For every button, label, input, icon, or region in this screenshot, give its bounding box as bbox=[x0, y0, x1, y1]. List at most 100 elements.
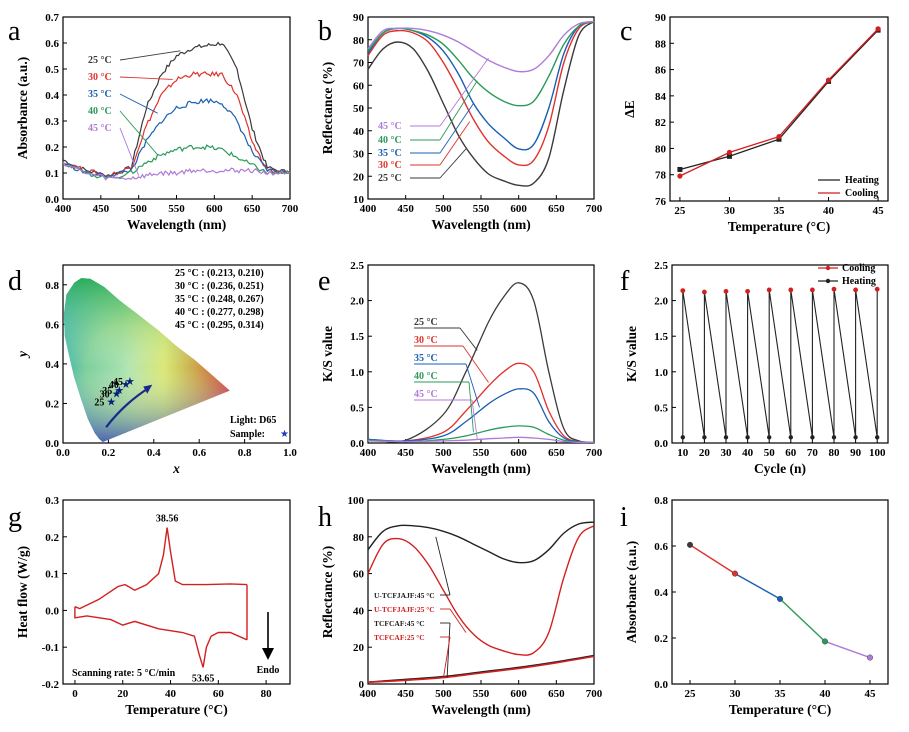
endo-label: Endo bbox=[257, 665, 280, 676]
y-tick-label: 0.1 bbox=[45, 569, 59, 581]
peak-label-endo: 53.65 bbox=[192, 673, 215, 684]
x-tick-label: 500 bbox=[130, 203, 147, 215]
x-tick-label: 25 bbox=[674, 205, 686, 217]
legend-entry: Heating bbox=[842, 276, 876, 287]
x-axis-label: Temperature (°C) bbox=[125, 702, 228, 717]
x-tick-label: 700 bbox=[282, 203, 299, 215]
sample-star-marker: ★ bbox=[106, 396, 116, 408]
y-tick-label: 1.0 bbox=[350, 367, 364, 379]
panel-label-b: b bbox=[318, 16, 332, 47]
cooling-point bbox=[745, 288, 750, 294]
panel-label-d: d bbox=[8, 266, 22, 297]
x-tick-label: 0 bbox=[72, 688, 78, 700]
sample-star-marker: ★ bbox=[121, 379, 131, 391]
x-tick-label: 650 bbox=[244, 203, 261, 215]
annotation-arrow bbox=[442, 636, 451, 679]
annotation-arrow bbox=[435, 536, 451, 596]
x-tick-label: 45 bbox=[865, 688, 877, 700]
x-tick-label: 35 bbox=[774, 205, 786, 217]
point-label: 40 bbox=[109, 380, 119, 391]
annotation-arrow bbox=[468, 381, 474, 433]
heating-point bbox=[853, 435, 858, 440]
series-annotation: 35 °C bbox=[414, 353, 438, 364]
y-tick-label: 86 bbox=[655, 65, 667, 77]
x-tick-label: 0.6 bbox=[192, 447, 206, 459]
series-annotation: 35 °C bbox=[88, 89, 112, 100]
series-annotation: TCFCAF:45 °C bbox=[374, 619, 425, 628]
panel-label-g: g bbox=[8, 502, 22, 533]
legend-entry: Heating bbox=[845, 175, 879, 186]
x-tick-label: 40 bbox=[165, 688, 177, 700]
coordinate-entry: 30 °C : (0.236, 0.251) bbox=[175, 281, 264, 292]
y-tick-label: 0.2 bbox=[45, 142, 59, 154]
x-tick-label: 400 bbox=[55, 203, 72, 215]
annotation-arrow bbox=[439, 121, 471, 166]
x-tick-label: 400 bbox=[360, 447, 377, 459]
y-tick-label: 20 bbox=[353, 642, 365, 654]
series-segment bbox=[689, 544, 736, 575]
series-annotation: 40 °C bbox=[88, 106, 112, 117]
plot-frame bbox=[671, 264, 889, 444]
y-tick-label: 40 bbox=[353, 605, 365, 617]
data-point bbox=[822, 638, 829, 645]
endo-arrow-head bbox=[262, 648, 274, 660]
y-tick-label: 0.1 bbox=[45, 168, 59, 180]
x-tick-label: 80 bbox=[829, 447, 841, 459]
x-tick-label: 600 bbox=[206, 203, 223, 215]
light-source-label: Light: D65 bbox=[230, 415, 276, 426]
dsc-cooling-curve bbox=[74, 606, 248, 668]
x-axis-label: Temperature (°C) bbox=[728, 219, 831, 234]
y-tick-label: 0.0 bbox=[45, 194, 59, 206]
y-tick-label: 0.8 bbox=[654, 495, 668, 507]
y-tick-label: 76 bbox=[655, 196, 667, 208]
x-tick-label: 0.4 bbox=[147, 447, 161, 459]
series-annotation: 45 °C bbox=[88, 123, 112, 134]
x-tick-label: 700 bbox=[586, 688, 603, 700]
annotation-arrow bbox=[119, 93, 158, 114]
series-line-45c bbox=[367, 436, 595, 443]
x-tick-label: 45 bbox=[873, 205, 885, 217]
panel-label-c: c bbox=[620, 16, 632, 47]
cooling-point bbox=[702, 289, 707, 295]
x-tick-label: 500 bbox=[435, 447, 452, 459]
data-point bbox=[776, 134, 782, 140]
annotation-arrow bbox=[471, 399, 478, 439]
y-tick-label: 0.3 bbox=[45, 116, 59, 128]
panel-f: f 10 20 30 40 50 60 70 80 90 100 0.0 0.5 1.0 1.5 2.0 2.5… bbox=[620, 260, 889, 476]
trend-arrow-head bbox=[143, 384, 153, 394]
x-tick-label: 450 bbox=[397, 447, 414, 459]
x-tick-label: 40 bbox=[823, 205, 835, 217]
series-annotation: 45 °C bbox=[414, 389, 438, 400]
heating-point bbox=[875, 435, 880, 440]
y-tick-label: 78 bbox=[655, 170, 667, 182]
series-segment bbox=[824, 640, 871, 659]
heating-point bbox=[767, 435, 772, 440]
y-tick-label: -0.2 bbox=[42, 679, 60, 691]
plot-frame bbox=[669, 16, 889, 202]
y-tick-label: 70 bbox=[353, 58, 365, 70]
data-point bbox=[776, 136, 782, 142]
x-tick-label: 20 bbox=[117, 688, 129, 700]
series-annotation: 25 °C bbox=[414, 317, 438, 328]
panel-label-f: f bbox=[620, 266, 630, 297]
x-tick-label: 60 bbox=[785, 447, 797, 459]
cycle-line bbox=[682, 289, 878, 438]
x-tick-label: 500 bbox=[435, 688, 452, 700]
y-tick-label: 82 bbox=[655, 117, 667, 129]
y-tick-label: 0.0 bbox=[45, 605, 59, 617]
series-line-2 bbox=[367, 654, 595, 683]
cooling-point bbox=[788, 287, 794, 293]
x-tick-label: 400 bbox=[360, 688, 377, 700]
y-tick-label: 0.2 bbox=[654, 633, 668, 645]
panel-e: e 400 450 500 550 600 650 700 0.0 0.5 1.0 1.5 2.0 2.5… bbox=[318, 260, 603, 476]
series-line-35c bbox=[62, 98, 291, 178]
trend-arrow bbox=[105, 386, 150, 428]
x-axis-label: Wavelength (nm) bbox=[431, 702, 530, 717]
sample-star-icon: ★ bbox=[280, 429, 289, 440]
annotation-arrow bbox=[119, 110, 158, 156]
panel-a: a 400 450 500 550 600 650 700 0.0 0.1 0.2 0.3 0.4 0.5… bbox=[8, 12, 299, 232]
y-axis-label: Absorbance (a.u.) bbox=[15, 57, 30, 159]
x-tick-label: 600 bbox=[510, 688, 527, 700]
x-tick-label: 550 bbox=[473, 688, 490, 700]
series-line-1 bbox=[367, 525, 595, 656]
